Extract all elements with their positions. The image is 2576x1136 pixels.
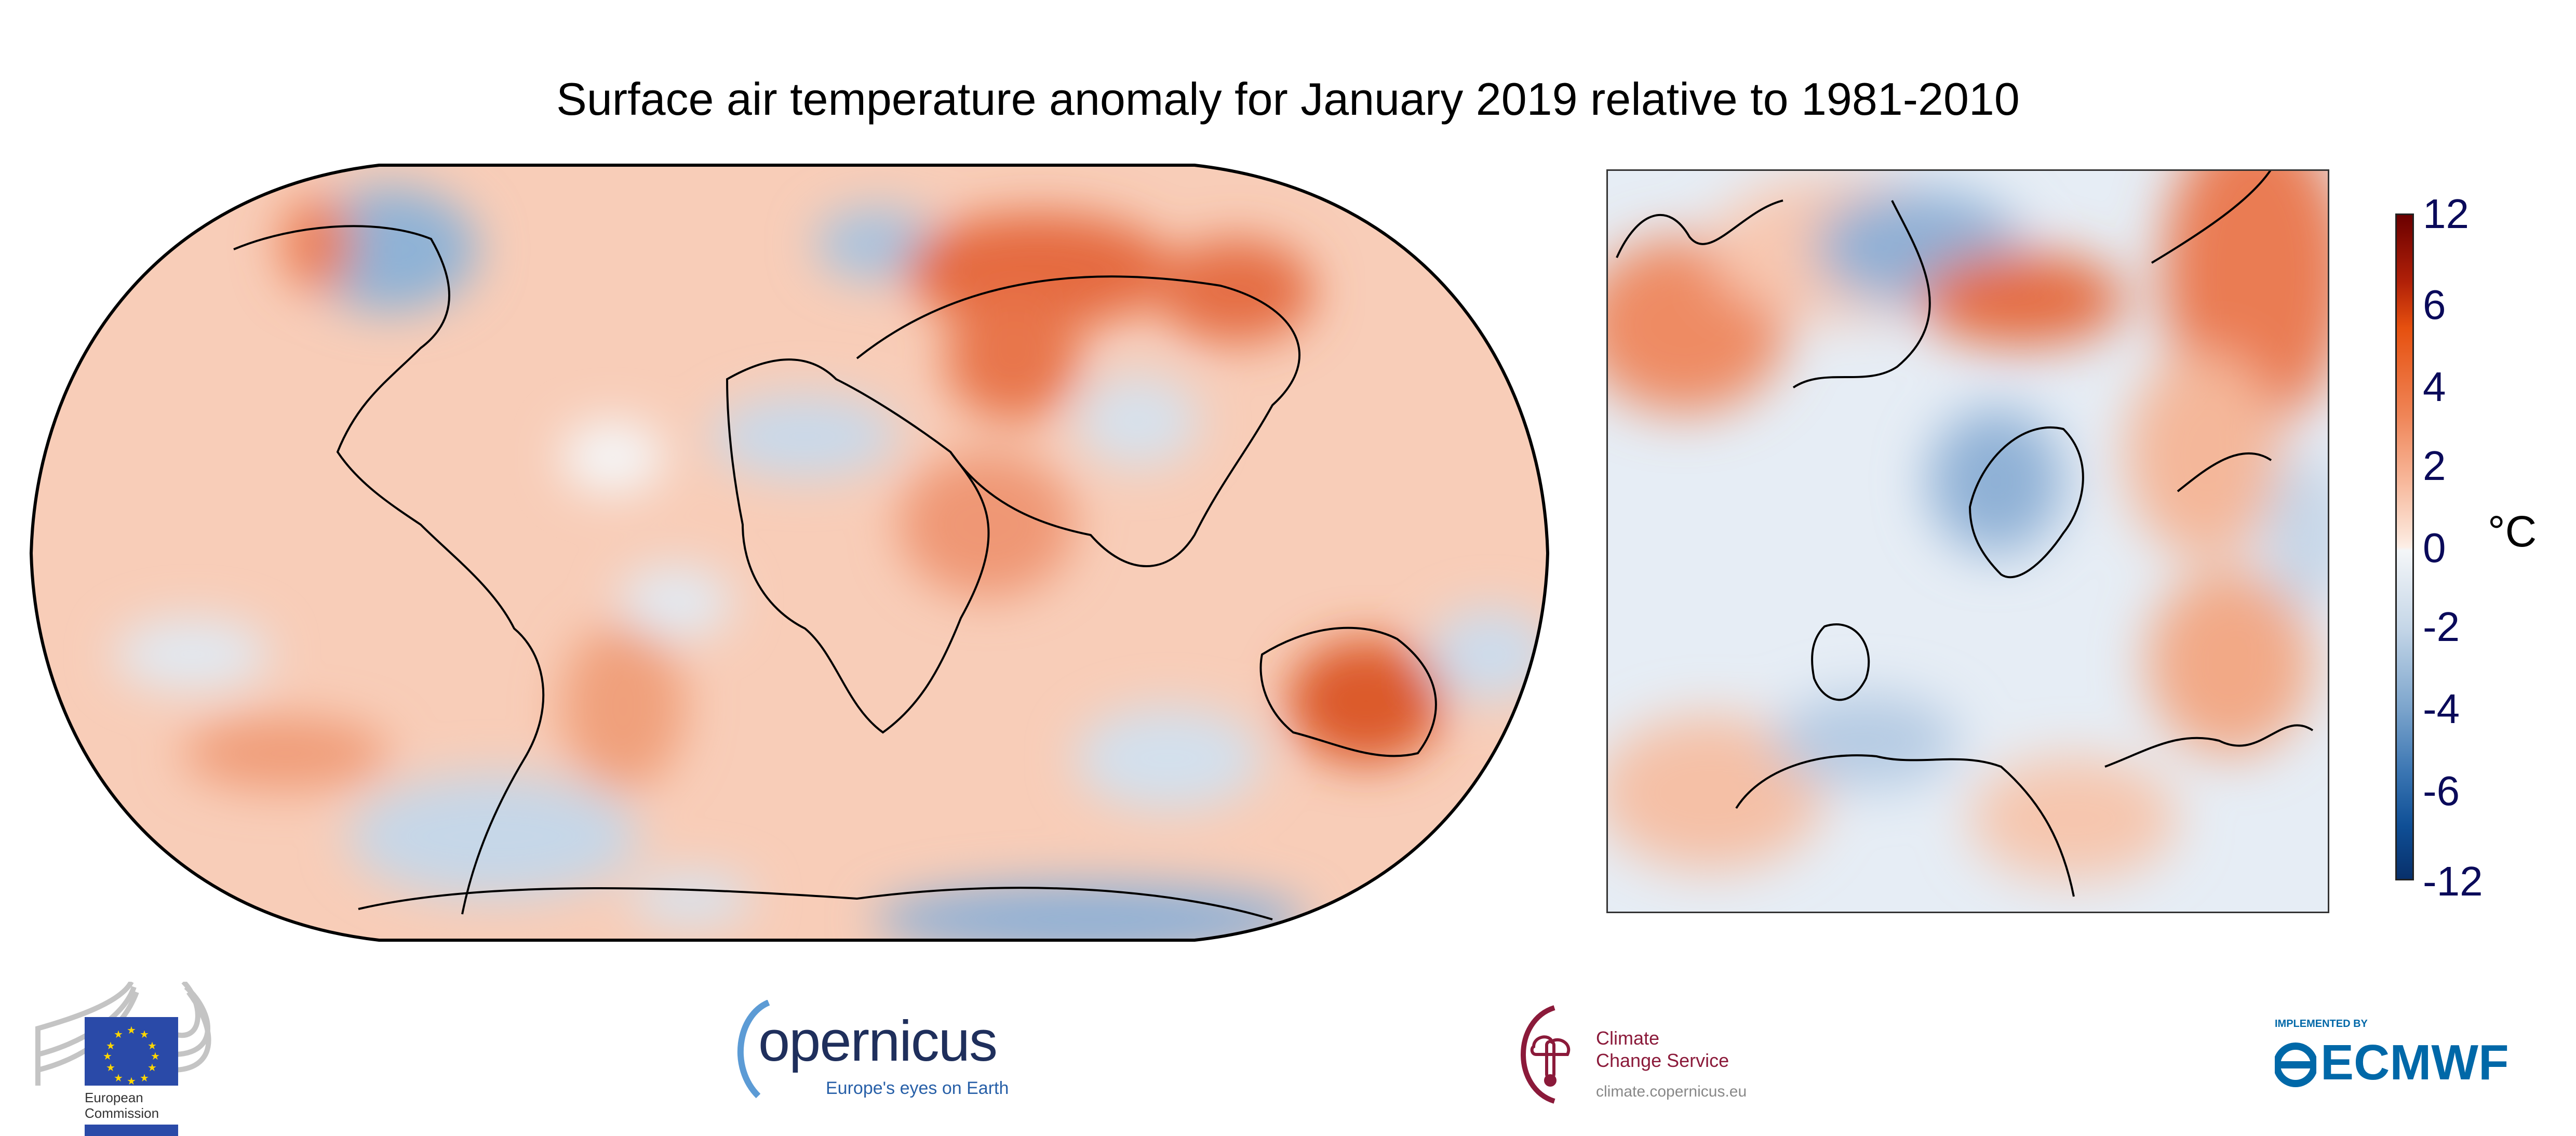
colorbar-tick: -4 [2423,686,2460,732]
colorbar-tick: -6 [2423,768,2460,814]
svg-text:★: ★ [114,1073,123,1084]
c3s-line2: Change Service [1596,1050,1729,1072]
copernicus-name: opernicus [758,1009,998,1073]
svg-text:★: ★ [140,1029,149,1040]
colorbar-tick: -12 [2423,858,2483,904]
svg-text:★: ★ [147,1040,157,1052]
map-frame [29,164,1550,942]
ec-line1: European [85,1090,143,1105]
ecmwf-logo: IMPLEMENTED BY ECMWF [2275,1018,2545,1096]
svg-text:★: ★ [140,1073,149,1084]
copernicus-tagline: Europe's eyes on Earth [826,1078,1009,1098]
chart-title: Surface air temperature anomaly for Janu… [556,73,2020,125]
map-background [31,165,1548,940]
svg-text:★: ★ [114,1029,123,1040]
map-frame [1606,169,2329,913]
europe-anomaly-map [1606,169,2329,913]
colorbar-tick: 2 [2423,443,2446,489]
coastlines [1616,169,2314,897]
colorbar [2395,213,2414,880]
european-commission-logo: ★ ★ ★ ★ ★ ★ ★ ★ ★ ★ ★ ★ European Commission [33,980,251,1136]
c3s-thermometer-cloud-icon [1521,1005,1571,1104]
c3s-logo: Climate Change Service climate.copernicu… [1508,1005,1778,1104]
colorbar-tick: 12 [2423,191,2469,237]
colorbar-tick: 6 [2423,282,2446,328]
svg-text:★: ★ [106,1040,115,1052]
svg-text:★: ★ [147,1062,157,1074]
ecmwf-implemented-by: IMPLEMENTED BY [2275,1018,2368,1030]
copernicus-arc-icon [737,1000,770,1099]
copernicus-logo: opernicus Europe's eyes on Earth [727,1000,1009,1104]
anomaly-field [1606,169,2329,881]
colorbar-unit: °C [2488,507,2537,556]
colorbar-tick: 4 [2423,364,2446,410]
svg-text:★: ★ [103,1051,112,1062]
c3s-url: climate.copernicus.eu [1596,1083,1747,1100]
ec-line2: Commission [85,1105,159,1121]
svg-text:★: ★ [151,1051,160,1062]
c3s-line1: Climate [1596,1027,1660,1049]
coastlines [233,225,1437,920]
colorbar-tick: -2 [2423,604,2460,650]
svg-text:★: ★ [106,1062,115,1074]
ecmwf-swirl-icon [2275,1043,2316,1087]
svg-text:★: ★ [127,1025,136,1036]
colorbar-tick: 0 [2423,525,2446,571]
svg-text:★: ★ [127,1076,136,1086]
global-anomaly-map [29,164,1550,942]
anomaly-field [114,187,1548,940]
ec-building-icon: ★ ★★★★★ ★★★★★★ [35,980,211,1087]
ecmwf-name: ECMWF [2320,1035,2509,1090]
